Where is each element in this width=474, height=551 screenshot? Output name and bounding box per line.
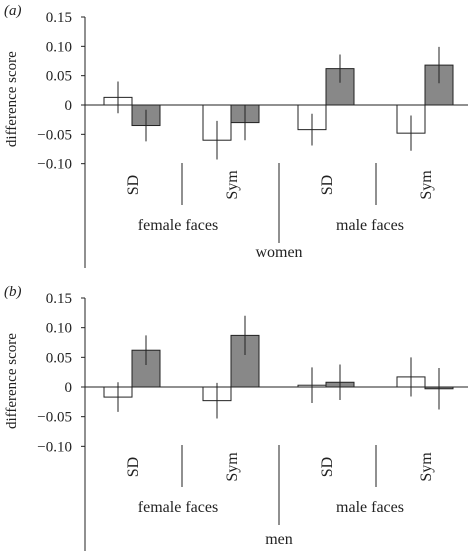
subgroup-label: SD xyxy=(125,457,142,477)
face-label: female faces xyxy=(138,499,218,516)
y-tick-label: 0.15 xyxy=(46,10,72,26)
y-tick-label: 0.10 xyxy=(46,39,72,55)
panel-b: (b) 0.15 0.10 0.05 0 −0.05 −0.10 difference sco… xyxy=(4,284,468,551)
subgroup-label: SD xyxy=(319,457,336,477)
subgroup-label: Sym xyxy=(224,452,241,482)
face-label: female faces xyxy=(138,217,218,234)
subgroup-label: Sym xyxy=(418,170,435,200)
subgroup-label: SD xyxy=(319,175,336,195)
subgroup-label: SD xyxy=(125,175,142,195)
participant-label: women xyxy=(255,244,302,261)
panel-a: (a) 0.15 0.10 0.05 0 −0.05 −0.10 difference sco… xyxy=(4,3,468,268)
face-label: male faces xyxy=(336,217,404,234)
y-tick-label: 0 xyxy=(65,98,73,114)
panel-label: (b) xyxy=(4,284,22,300)
y-tick-label: 0.05 xyxy=(46,69,72,85)
y-tick-label: −0.05 xyxy=(37,410,72,426)
y-tick-label: 0.05 xyxy=(46,350,72,366)
y-tick-label: −0.10 xyxy=(37,157,72,173)
y-axis-label: difference score xyxy=(4,51,20,147)
y-tick-label: 0.10 xyxy=(46,321,72,337)
panel-label: (a) xyxy=(4,3,22,19)
face-label: male faces xyxy=(336,499,404,516)
y-axis-label: difference score xyxy=(4,333,20,429)
y-tick-label: 0.15 xyxy=(46,291,72,307)
y-tick-label: −0.10 xyxy=(37,439,72,455)
participant-label: men xyxy=(265,531,293,548)
subgroup-label: Sym xyxy=(418,452,435,482)
y-tick-label: −0.05 xyxy=(37,127,72,143)
subgroup-label: Sym xyxy=(224,170,241,200)
y-tick-label: 0 xyxy=(65,380,73,396)
